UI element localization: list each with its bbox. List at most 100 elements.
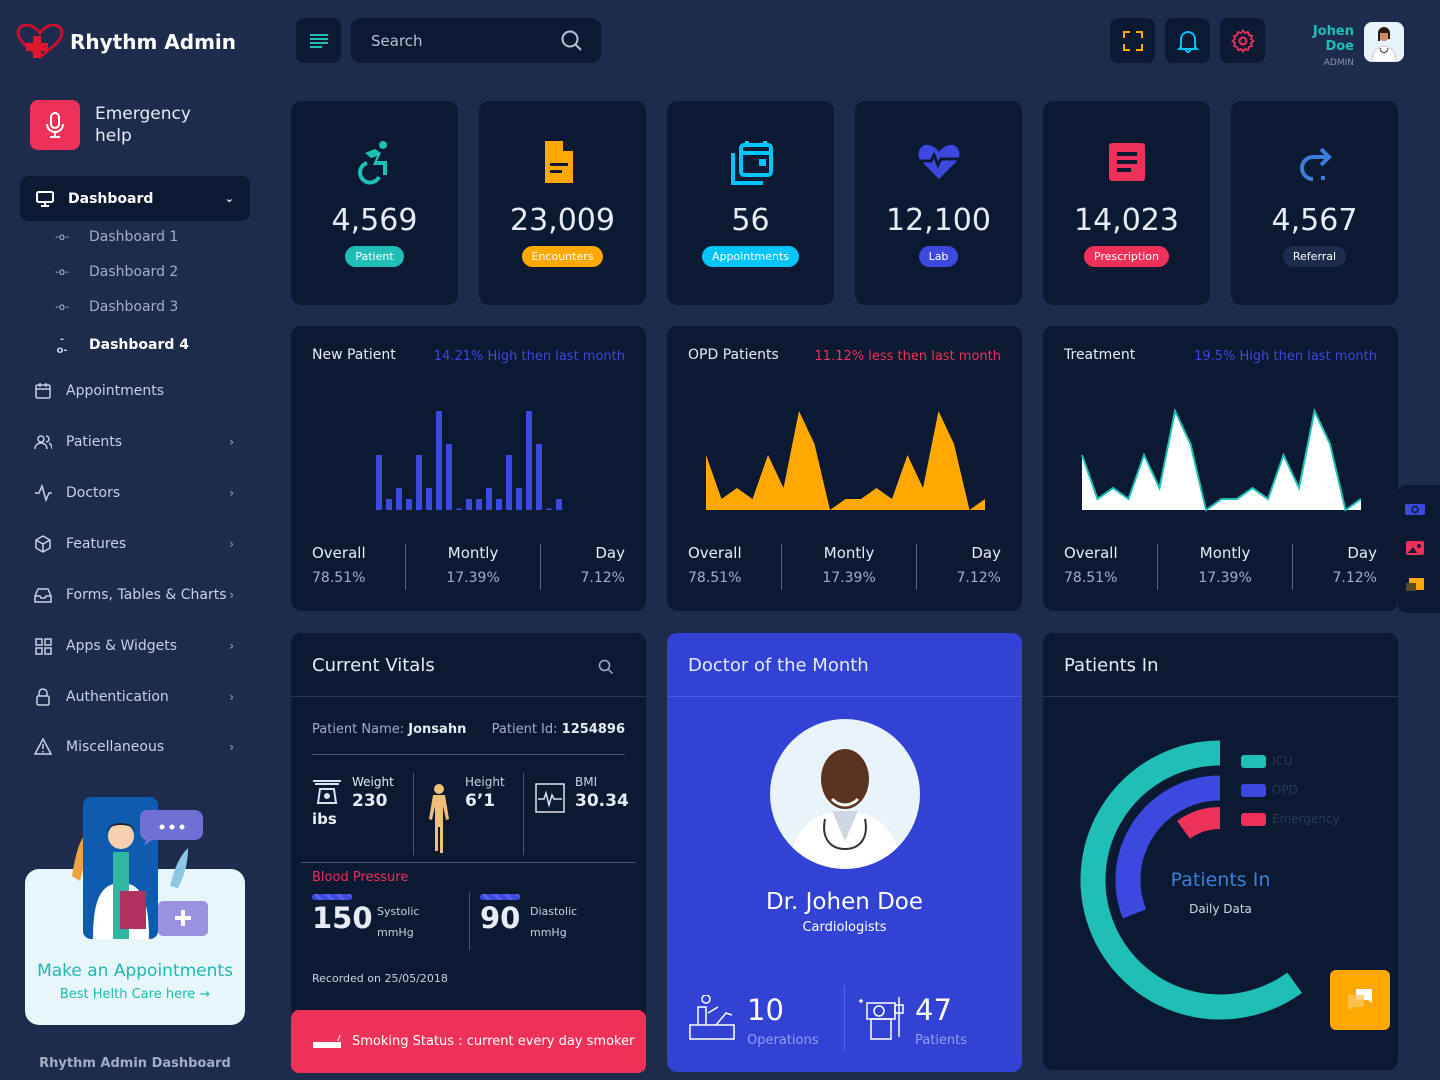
stat-card-referral[interactable]: 4,567 Referral [1231, 101, 1398, 305]
stat-value: 4,569 [331, 203, 418, 238]
chevron-right-icon: › [229, 588, 234, 602]
stat-value: 78.51% [312, 570, 366, 586]
sidebar-item-dashboard[interactable]: Dashboard ⌄ [20, 176, 250, 221]
emergency-help-button[interactable] [30, 100, 80, 150]
radial-center-title: Patients In [1170, 869, 1271, 891]
sidebar-item-apps-widgets[interactable]: Apps & Widgets › [34, 637, 234, 655]
doctor-name: Dr. Johen Doe [765, 889, 924, 915]
stat-card-prescription[interactable]: 14,023 Prescription [1043, 101, 1210, 305]
bar-5 [426, 488, 432, 510]
recorded-date: Recorded on 25/05/2018 [312, 972, 448, 985]
systolic-unit: mmHg [377, 926, 414, 939]
sidebar-item-forms-tables-charts[interactable]: Forms, Tables & Charts › [34, 586, 234, 604]
chart-plot [376, 411, 562, 510]
search-input[interactable]: Search [351, 18, 601, 63]
search-icon[interactable] [598, 659, 614, 675]
diastolic-value: 90 [480, 901, 521, 935]
stat-card-appointments[interactable]: 56 Appointments [667, 101, 834, 305]
chevron-right-icon: › [229, 435, 234, 449]
chevron-right-icon: › [229, 690, 234, 704]
sidebar-subitem-dashboard-1[interactable]: -o- Dashboard 1 [55, 229, 178, 245]
bar-18 [556, 499, 562, 510]
user-info[interactable]: Johen Doe ADMIN [1280, 24, 1354, 68]
divider [781, 544, 783, 590]
sidebar-item-patients[interactable]: Patients › [34, 433, 234, 451]
stat-value: 12,100 [886, 203, 991, 238]
user-role: ADMIN [1323, 58, 1354, 68]
sidebar-subitem-dashboard-4[interactable]: -o- Dashboard 4 [55, 334, 189, 356]
bar-11 [486, 488, 492, 510]
floating-toolbar [1398, 485, 1440, 613]
patient-name-value: Jonsahn [408, 722, 467, 737]
patient-name-label: Patient Name: [312, 722, 405, 737]
emergency-help-label: Emergency help [95, 104, 191, 146]
blood-pressure-label: Blood Pressure [312, 870, 409, 885]
legend-item-emergency[interactable]: Emergency [1241, 812, 1340, 826]
radial-center-subtitle: Daily Data [1189, 902, 1252, 916]
sidebar-item-label: Miscellaneous [66, 739, 165, 755]
stat-value: 56 [731, 203, 770, 238]
sidebar-item-doctors[interactable]: Doctors › [34, 484, 234, 502]
chat-icon[interactable] [1406, 578, 1424, 594]
patients-label: Patients [915, 1033, 968, 1048]
patient-id: Patient Id: 1254896 [492, 722, 625, 737]
search-placeholder: Search [371, 31, 423, 50]
menu-toggle-button[interactable] [296, 18, 341, 63]
chart-plot [1081, 407, 1362, 512]
chart-card-opd-patients: OPD Patients 11.12% less then last month O… [667, 326, 1022, 611]
search-icon[interactable] [561, 30, 583, 52]
sidebar-item-miscellaneous[interactable]: Miscellaneous › [34, 738, 234, 756]
sidebar-subitem-label: Dashboard 1 [89, 229, 179, 245]
legend-item-opd[interactable]: OPD [1241, 783, 1298, 797]
patient-bed-icon [859, 997, 904, 1040]
stat-card-patient[interactable]: 4,569 Patient [291, 101, 458, 305]
sidebar-item-appointments[interactable]: Appointments [34, 382, 234, 400]
radial-bar-icu [1080, 740, 1302, 1020]
bmi-monitor-icon [535, 783, 565, 813]
sidebar-item-label: Doctors [66, 485, 121, 501]
image-icon[interactable] [1406, 541, 1424, 555]
app-logo[interactable]: Rhythm Admin [16, 24, 236, 60]
sidebar-subitem-label: Dashboard 4 [89, 337, 189, 353]
sidebar-item-authentication[interactable]: Authentication › [34, 688, 234, 706]
bar-0 [376, 455, 382, 510]
stat-label: Day [1347, 544, 1377, 562]
sidebar-subitem-dashboard-3[interactable]: -o- Dashboard 3 [55, 299, 178, 315]
doctor-of-month-card: Doctor of the Month Dr. Johen Doe Cardio… [667, 633, 1022, 1072]
document-icon [544, 141, 573, 183]
vitals-title: Current Vitals [312, 655, 435, 676]
patients-in-title: Patients In [1064, 655, 1159, 676]
doctor-illustration-image [72, 797, 208, 939]
stat-value: 17.39% [822, 570, 876, 586]
fullscreen-button[interactable] [1110, 18, 1155, 63]
sidebar-item-features[interactable]: Features › [34, 535, 234, 553]
diastolic-label: Diastolic [530, 905, 578, 918]
smoking-status-bar: Smoking Status : current every day smoke… [291, 1010, 646, 1073]
stat-label: Montly [447, 544, 499, 562]
area-line [1081, 407, 1362, 512]
sidebar-subitem-dashboard-2[interactable]: -o- Dashboard 2 [55, 264, 178, 280]
bullet-icon: -o- [55, 301, 69, 313]
patients-count: 47 [915, 993, 952, 1027]
doctor-card-title: Doctor of the Month [688, 655, 869, 676]
operations-label: Operations [747, 1033, 819, 1048]
diastolic-unit: mmHg [530, 926, 567, 939]
stat-card-lab[interactable]: 12,100 Lab [855, 101, 1022, 305]
stat-montly: Montly 17.39% [1198, 544, 1251, 590]
stat-label: Montly [823, 544, 875, 562]
sidebar-footer: Rhythm Admin Dashboard [39, 1056, 231, 1071]
stat-overall: Overall 78.51% [312, 544, 366, 590]
avatar[interactable] [1364, 22, 1404, 62]
stat-card-encounters[interactable]: 23,009 Encounters [479, 101, 646, 305]
notifications-button[interactable] [1165, 18, 1210, 63]
stat-value: 7.12% [1332, 570, 1377, 586]
promo-link[interactable]: Best Helth Care here → [59, 987, 211, 1002]
settings-button[interactable] [1220, 18, 1265, 63]
redo-icon [1299, 147, 1332, 181]
chart-title: Treatment [1064, 347, 1136, 363]
camera-icon[interactable] [1405, 504, 1425, 516]
systolic-bar [312, 894, 352, 900]
diastolic-bar [480, 894, 520, 900]
legend-item-icu[interactable]: ICU [1241, 754, 1293, 768]
chat-button[interactable] [1330, 970, 1390, 1030]
